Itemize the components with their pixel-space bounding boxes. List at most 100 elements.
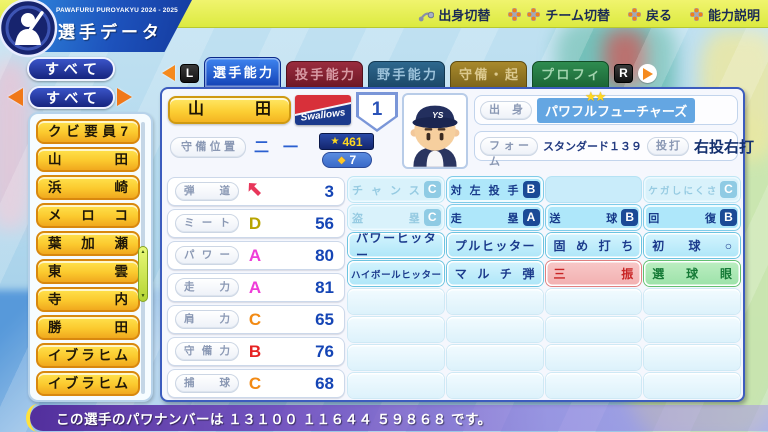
ability-strikeout: 三振 [545, 261, 642, 286]
origin-value: ★★ パワフルフューチャーズ [537, 89, 696, 123]
player-list-item[interactable]: イブラヒム [36, 343, 140, 368]
stat-row-trajectory: 弾道 3 [167, 177, 345, 206]
player-list-item[interactable]: 東雲 [36, 259, 140, 284]
empty-ability-slot [446, 373, 543, 398]
tab-fielding-ability[interactable]: 野手能力 [368, 61, 445, 88]
player-list-item[interactable]: メロコ [36, 203, 140, 228]
page-title: 選手データ [58, 23, 163, 42]
hint-back[interactable]: 戻る [627, 5, 672, 24]
stat-value: 3 [324, 181, 334, 201]
empty-ability-slot [545, 373, 642, 398]
stat-row-meet: ミート D 56 [167, 209, 345, 238]
origin-stars-icon: ★★ [585, 88, 606, 104]
stat-row-arm: 肩力 C 65 [167, 305, 345, 334]
scroll-up-icon: ▲ [140, 249, 146, 255]
team-logo: Swallows [295, 95, 351, 125]
empty-ability-slot [348, 317, 444, 342]
tab-player-ability[interactable]: 選手能力 [204, 57, 281, 88]
filter-all-second[interactable]: すべて [28, 86, 115, 109]
form-row: フォーム スタンダード１３９ 投打 右投右打 [474, 131, 754, 168]
ability-vs-lefty: 対左投手 B [446, 177, 543, 202]
ability-pull-hitter: プルヒッター [446, 233, 543, 258]
hint-label: チーム切替 [545, 7, 610, 23]
stat-row-fielding: 守備力 B 76 [167, 337, 345, 366]
batting-stats-column: 弾道 3 ミート D 56 パワー A 80 走力 A 81 [167, 177, 345, 401]
stat-grade: B [248, 341, 262, 361]
hint-ability-help[interactable]: 能力説明 [689, 5, 760, 24]
empty-ability-slot [644, 289, 740, 314]
ability-multi-homer: マルチ弾 [446, 261, 543, 286]
player-list-item[interactable]: クビ要員7 [36, 119, 140, 144]
dpad-icon [508, 7, 522, 21]
ability-plate-discipline: 選球眼 [644, 261, 740, 286]
empty-ability-slot [446, 345, 543, 370]
origin-label: 出身 [480, 100, 532, 120]
empty-ability-slot [644, 317, 740, 342]
stat-value: 80 [315, 245, 334, 265]
scrollbar-thumb[interactable]: ▲ ▼ [138, 246, 148, 302]
empty-ability-slot [545, 317, 642, 342]
power-number-text: この選手のパワナンバーは １３１００ １１６４４ ５９８６８ です。 [56, 412, 492, 427]
hint-label: 出身切替 [438, 7, 491, 23]
tab-next-arrow[interactable] [638, 64, 657, 83]
stat-value: 56 [315, 213, 334, 233]
empty-ability-slot [446, 317, 543, 342]
medal-count: 7 [349, 153, 357, 167]
filter-all-top[interactable]: すべて [27, 57, 115, 81]
right-triangle-icon [642, 67, 653, 80]
tab-pitching-ability[interactable]: 投手能力 [286, 61, 363, 88]
empty-ability-slot [644, 345, 740, 370]
player-avatar: YS [402, 93, 468, 169]
tab-defense-usage[interactable]: 守備・起用 [450, 61, 527, 107]
abilities-grid: チャンス C 対左投手 B ケガしにくさ C 盗塁 C 走塁 A 送球 B 回復 B パワーヒ… [348, 177, 740, 398]
stat-value: 76 [315, 341, 334, 361]
stat-value: 81 [315, 277, 334, 297]
stat-row-catching: 捕球 C 68 [167, 369, 345, 398]
hint-origin-switch[interactable]: 出身切替 [418, 5, 490, 24]
stat-grade: A [248, 277, 262, 297]
stat-row-speed: 走力 A 81 [167, 273, 345, 302]
ability-injury-resist: ケガしにくさ C [644, 177, 740, 202]
form-value: スタンダード１３９ [543, 141, 642, 153]
player-list-item[interactable]: 浜崎 [36, 175, 140, 200]
game-logo-icon [0, 0, 58, 58]
shoulder-r-badge[interactable]: R [614, 64, 633, 83]
scroll-down-icon: ▼ [140, 293, 146, 299]
team-logo-text: Swallows [300, 107, 346, 123]
origin-row: 出身 ★★ パワフルフューチャーズ [474, 89, 738, 125]
ability-stealing: 盗塁 C [348, 205, 444, 230]
filter-next-arrow[interactable] [117, 88, 132, 106]
stat-value: 65 [315, 309, 334, 329]
origin-text: パワフルフューチャーズ [545, 103, 688, 119]
player-list-item[interactable]: イブラヒム [36, 371, 140, 396]
ability-chance: チャンス C [348, 177, 444, 202]
dpad-icon [527, 7, 541, 21]
empty-ability-slot [644, 373, 740, 398]
dpad-icon [627, 7, 641, 21]
stat-grade: C [248, 309, 262, 329]
tab-profile[interactable]: プロフィール [532, 61, 609, 107]
tab-prev-arrow[interactable] [162, 65, 175, 81]
star-rating-badge: ★ 461 [319, 133, 374, 150]
player-list-item[interactable]: 山田 [36, 147, 140, 172]
form-label: フォーム [480, 136, 538, 168]
empty-ability-slot [348, 345, 444, 370]
hint-team-switch[interactable]: チーム切替 [507, 5, 610, 24]
player-list-item[interactable]: 勝田 [36, 315, 140, 340]
shoulder-l-badge[interactable]: L [180, 64, 199, 83]
hint-label: 戻る [645, 7, 672, 23]
svg-text:YS: YS [432, 110, 444, 120]
player-list-item[interactable]: 寺内 [36, 287, 140, 312]
ability-highball-hitter: ハイボールヒッター [348, 261, 444, 286]
stat-row-power: パワー A 80 [167, 241, 345, 270]
player-name-button[interactable]: 山田 [168, 96, 291, 124]
tab-bar: L 選手能力 投手能力 野手能力 守備・起用 プロフィール R [162, 57, 762, 107]
player-data-panel: 山田 Swallows 1 守備位置 二一 ★ 461 ◆ 7 [160, 87, 754, 402]
player-list-item[interactable]: 葉加瀬 [36, 231, 140, 256]
stat-grade: D [248, 213, 262, 233]
filter-prev-arrow[interactable] [8, 88, 23, 106]
stat-value: 68 [315, 373, 334, 393]
star-icon: ★ [330, 136, 340, 147]
hint-label: 能力説明 [707, 7, 760, 23]
